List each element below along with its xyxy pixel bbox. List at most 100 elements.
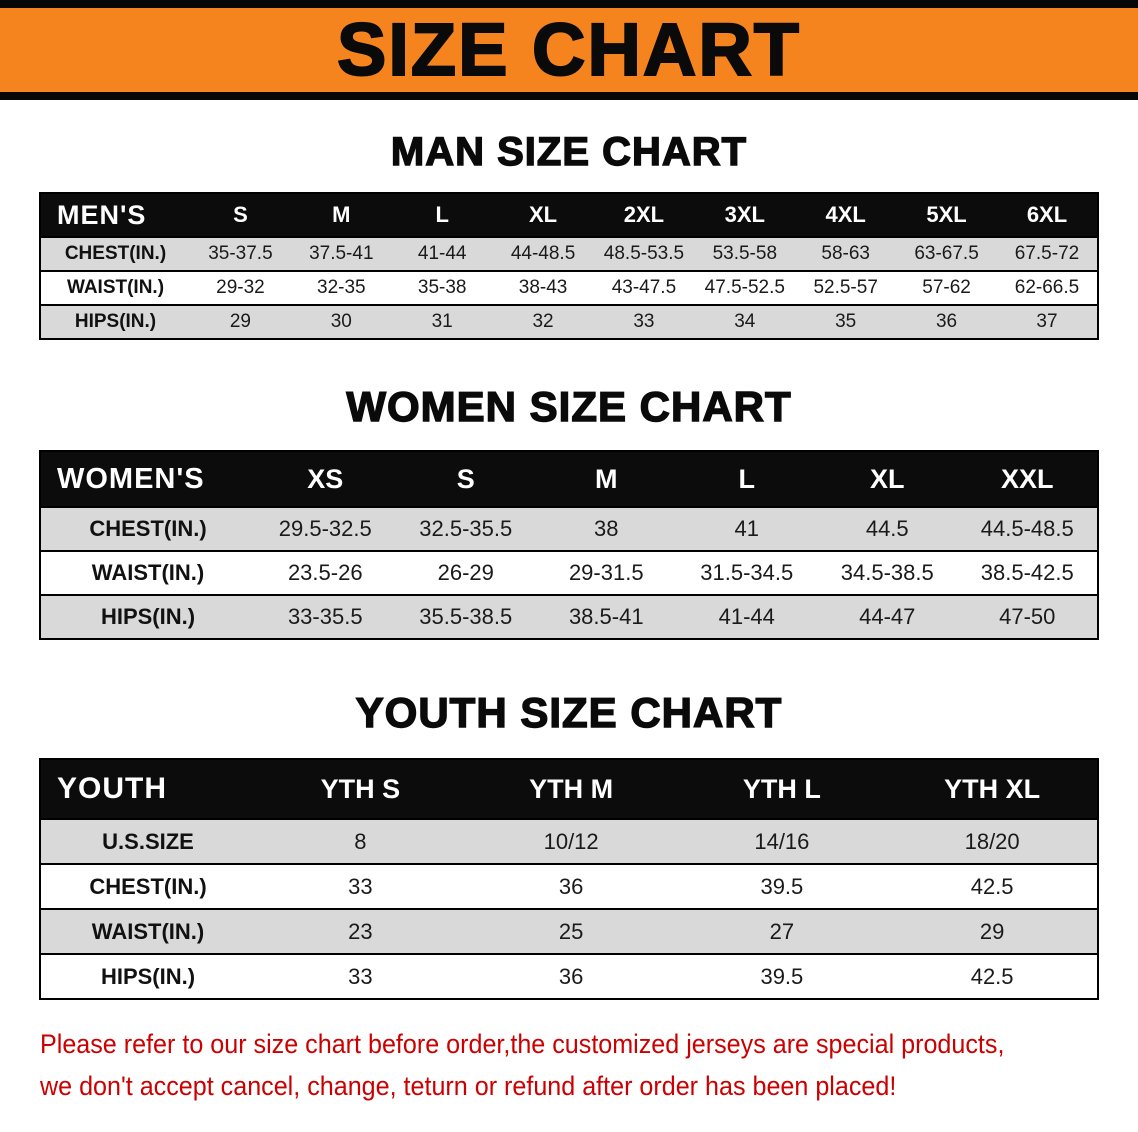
size-value: 31.5-34.5 [700,560,794,586]
youth-section: YOUTH SIZE CHART YOUTH YTH S YTH M YTH L… [0,689,1138,1001]
women-size-col-header: M [595,463,618,494]
men-header-row: MEN'S S M L XL 2XL 3XL 4XL 5XL 6XL [40,193,1098,237]
size-value: 38-43 [518,277,568,298]
row-label: WAIST(IN.) [66,277,165,298]
men-size-col-header: 6XL [1026,202,1068,227]
size-value: 41 [734,516,759,542]
size-value: 62-66.5 [1014,277,1080,298]
size-value: 52.5-57 [813,277,878,298]
row-label: U.S.SIZE [102,828,194,854]
size-value: 29.5-32.5 [278,516,372,542]
size-value: 48.5-53.5 [603,243,685,264]
size-value: 30 [330,311,352,332]
size-value: 35 [835,311,857,332]
size-value: 29-32 [216,277,265,298]
row-label: CHEST(IN.) [64,243,167,264]
size-value: 29 [229,311,251,332]
men-size-col-header: 5XL [926,202,967,227]
disclaimer-line-1: Please refer to our size chart before or… [40,1029,1005,1060]
youth-section-title: YOUTH SIZE CHART [355,689,783,737]
women-size-col-header: XXL [1000,463,1054,494]
size-value: 42.5 [970,873,1014,899]
youth-size-col-header: YTH S [320,773,401,804]
size-value: 25 [558,918,584,944]
size-value: 47-50 [999,604,1056,630]
size-value: 42.5 [970,963,1014,989]
men-section: MAN SIZE CHART MEN'S S M L XL 2XL 3XL 4X… [0,129,1138,340]
size-value: 37.5-41 [309,243,374,264]
size-value: 39.5 [760,963,804,989]
men-size-col-header: 2XL [623,202,665,227]
size-value: 23 [348,918,373,944]
disclaimer-line-2: we don't accept cancel, change, teturn o… [40,1071,897,1102]
size-value: 8 [354,828,367,854]
size-value: 37 [1036,311,1058,332]
men-chest-row: CHEST(IN.) 35-37.5 37.5-41 41-44 44-48.5… [40,237,1098,271]
size-value: 32-35 [317,277,366,298]
size-value: 18/20 [964,828,1020,854]
row-label: WAIST(IN.) [91,918,205,944]
size-value: 44.5-48.5 [980,516,1074,542]
men-table-corner-label: MEN'S [57,199,147,230]
size-value: 32 [532,311,554,332]
size-value: 44-48.5 [510,243,576,264]
size-value: 33 [348,873,373,899]
size-value: 34 [734,311,756,332]
size-value: 36 [558,873,584,899]
youth-size-col-header: YTH XL [944,773,1041,804]
size-value: 44.5 [865,516,909,542]
size-value: 35.5-38.5 [419,604,513,630]
youth-hips-row: HIPS(IN.) 33 36 39.5 42.5 [40,954,1098,1000]
size-value: 35-37.5 [208,243,273,264]
size-value: 33 [348,963,373,989]
men-hips-row: HIPS(IN.) 29 30 31 32 33 34 35 36 37 [40,305,1098,339]
youth-table-corner-label: YOUTH [57,772,167,806]
men-size-col-header: L [435,202,449,227]
size-chart-page: SIZE CHART MAN SIZE CHART MEN'S S M L XL… [0,0,1138,1104]
size-value: 33 [633,311,655,332]
size-value: 33-35.5 [287,604,363,630]
youth-waist-row: WAIST(IN.) 23 25 27 29 [40,909,1098,955]
men-size-col-header: S [233,202,248,227]
youth-size-table: YOUTH YTH S YTH M YTH L YTH XL U.S.SIZE … [39,758,1099,1001]
men-size-col-header: XL [529,202,558,227]
men-waist-row: WAIST(IN.) 29-32 32-35 35-38 38-43 43-47… [40,271,1098,305]
size-value: 58-63 [821,243,870,264]
row-label: CHEST(IN.) [89,873,207,899]
size-value: 53.5-58 [712,243,778,264]
women-hips-row: HIPS(IN.) 33-35.5 35.5-38.5 38.5-41 41-4… [40,595,1098,640]
size-value: 38.5-42.5 [980,560,1074,586]
size-value: 34.5-38.5 [840,560,934,586]
page-title: SIZE CHART [336,8,801,91]
size-value: 26-29 [437,560,494,586]
size-value: 57-62 [922,277,971,298]
youth-ussize-row: U.S.SIZE 8 10/12 14/16 18/20 [40,819,1098,865]
youth-chest-row: CHEST(IN.) 33 36 39.5 42.5 [40,864,1098,910]
size-value: 39.5 [760,873,804,899]
women-chest-row: CHEST(IN.) 29.5-32.5 32.5-35.5 38 41 44.… [40,507,1098,552]
row-label: HIPS(IN.) [100,963,196,989]
size-value: 29-31.5 [568,560,644,586]
women-size-table: WOMEN'S XS S M L XL XXL CHEST(IN.) 29.5-… [39,450,1099,641]
women-size-col-header: L [738,463,756,494]
women-size-col-header: XL [869,463,905,494]
men-size-table: MEN'S S M L XL 2XL 3XL 4XL 5XL 6XL CHEST… [39,192,1099,340]
size-value: 43-47.5 [611,277,677,298]
size-value: 35-38 [417,277,467,298]
men-size-col-header: 3XL [724,202,765,227]
women-table-corner-label: WOMEN'S [57,462,205,495]
women-section-title: WOMEN SIZE CHART [346,383,792,431]
disclaimer: Please refer to our size chart before or… [40,1028,1138,1104]
size-value: 32.5-35.5 [419,516,513,542]
banner: SIZE CHART [0,0,1138,100]
women-header-row: WOMEN'S XS S M L XL XXL [40,451,1098,508]
size-value: 23.5-26 [287,560,363,586]
size-value: 14/16 [754,828,810,854]
size-value: 41-44 [417,243,467,264]
women-section: WOMEN SIZE CHART WOMEN'S XS S M L XL XXL… [0,383,1138,641]
women-waist-row: WAIST(IN.) 23.5-26 26-29 29-31.5 31.5-34… [40,551,1098,596]
row-label: CHEST(IN.) [89,516,207,542]
size-value: 44-47 [859,604,916,630]
youth-header-row: YOUTH YTH S YTH M YTH L YTH XL [40,759,1098,820]
size-value: 47.5-52.5 [704,277,785,298]
